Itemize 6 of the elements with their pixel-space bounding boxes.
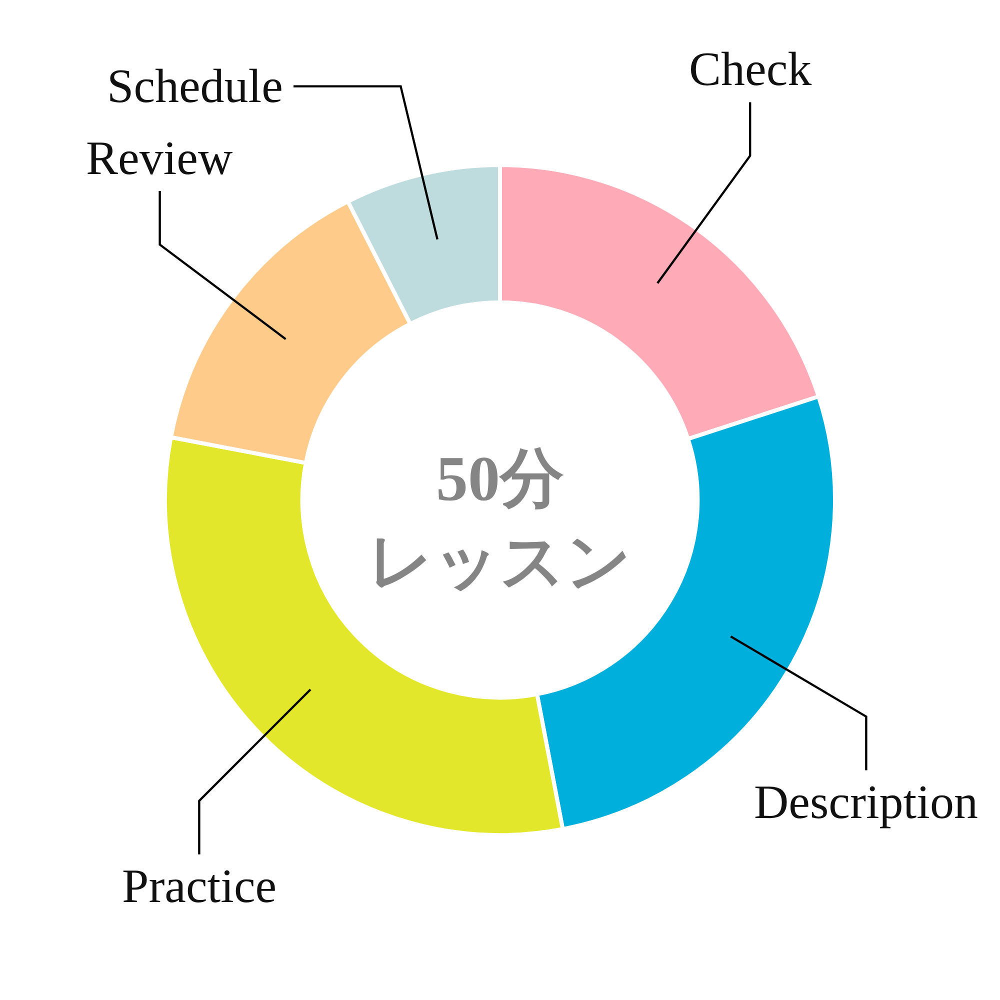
- slice-label: Schedule: [107, 60, 283, 113]
- slice-label: Description: [754, 776, 978, 829]
- slice-label: Check: [689, 43, 812, 96]
- slice-label: Review: [86, 132, 233, 185]
- slice-label: Practice: [122, 860, 277, 913]
- text: 50分レッスン: [368, 443, 632, 598]
